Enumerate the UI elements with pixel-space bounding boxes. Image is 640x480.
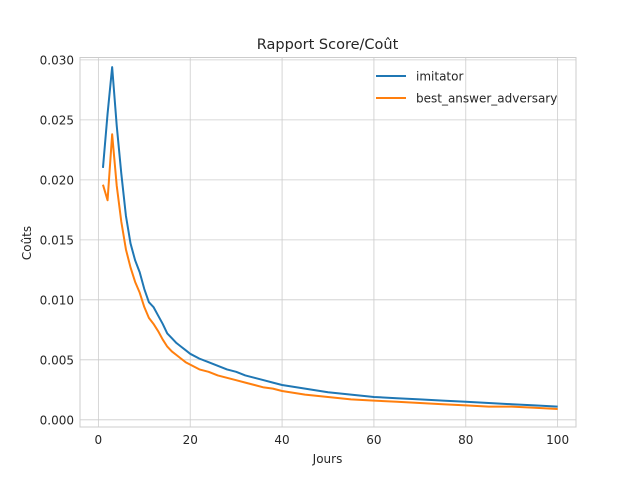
- legend-label-imitator: imitator: [416, 70, 463, 84]
- y-axis-ticks: 0.000 0.005 0.010 0.015 0.020 0.025 0.030: [40, 53, 74, 427]
- y-axis-label: Coûts: [20, 226, 34, 260]
- legend-label-best-answer-adversary: best_answer_adversary: [416, 92, 557, 106]
- legend: imitator best_answer_adversary: [376, 70, 557, 106]
- x-axis-label: Jours: [312, 452, 343, 466]
- y-tick-label: 0.025: [40, 113, 74, 127]
- series-line-best-answer-adversary: [102, 133, 558, 410]
- x-axis-ticks: 0 20 40 60 80 100: [95, 433, 570, 447]
- series-line-imitator: [101, 66, 558, 408]
- y-tick-label: 0.015: [40, 233, 74, 247]
- y-tick-label: 0.000: [40, 413, 74, 427]
- chart-title: Rapport Score/Coût: [257, 37, 399, 53]
- x-tick-label: 40: [274, 433, 289, 447]
- x-tick-label: 0: [95, 433, 103, 447]
- series-lines: [101, 66, 558, 410]
- x-tick-label: 80: [458, 433, 473, 447]
- y-tick-label: 0.010: [40, 293, 74, 307]
- grid: [80, 57, 576, 427]
- y-tick-label: 0.030: [40, 53, 74, 67]
- y-tick-label: 0.005: [40, 353, 74, 367]
- x-tick-label: 100: [546, 433, 569, 447]
- plot-area-frame: [79, 57, 577, 428]
- x-tick-label: 20: [183, 433, 198, 447]
- y-tick-label: 0.020: [40, 173, 74, 187]
- x-tick-label: 60: [366, 433, 381, 447]
